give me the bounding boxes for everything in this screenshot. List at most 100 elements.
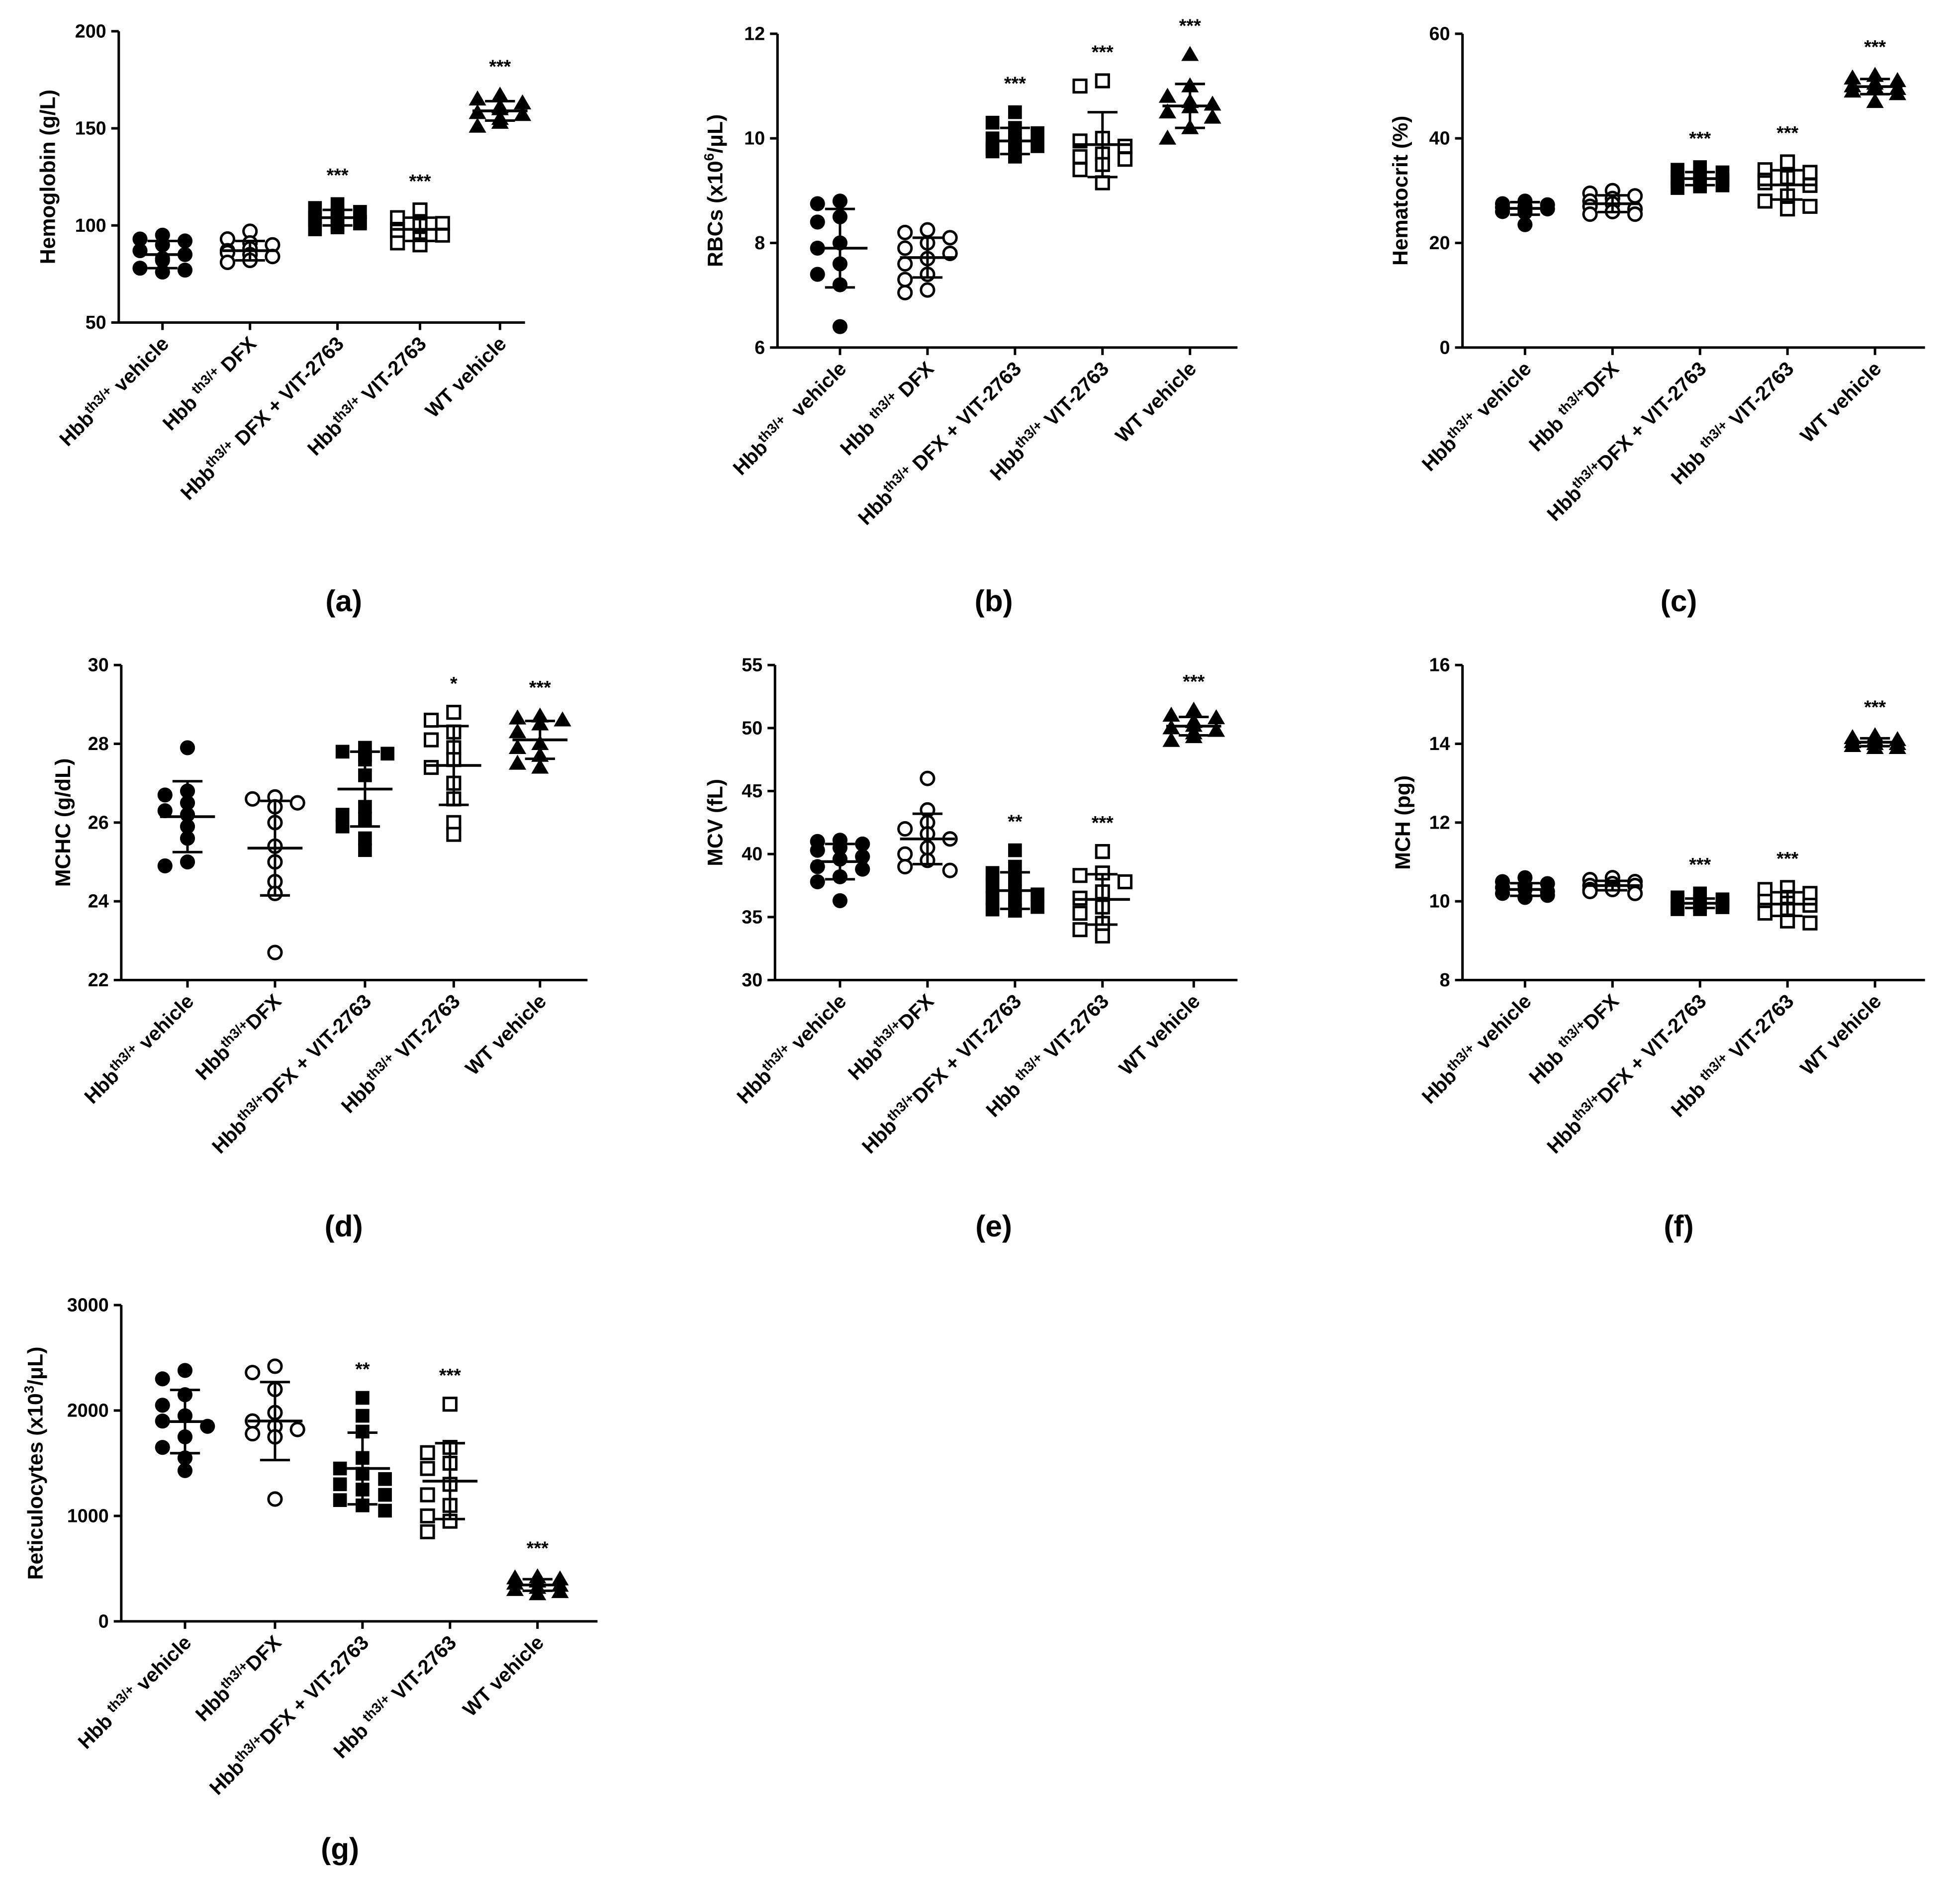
data-point-filled-circle: [155, 1371, 170, 1387]
group-3: ***: [1671, 128, 1730, 195]
data-point-filled-square: [985, 866, 1000, 880]
data-point-filled-triangle: [508, 709, 527, 725]
group-5: ***: [1844, 696, 1906, 754]
data-point-filled-triangle: [551, 1583, 569, 1599]
data-point-open-circle: [920, 282, 935, 298]
y-tick-label: 2000: [67, 1400, 109, 1421]
data-point-open-square: [1802, 915, 1818, 931]
data-point-filled-triangle: [506, 1581, 524, 1596]
group-2: [1582, 183, 1643, 222]
panel-caption: (a): [325, 584, 362, 618]
group-4: ***: [390, 171, 450, 253]
data-point-filled-square: [335, 819, 350, 834]
significance-stars: ***: [529, 677, 551, 698]
significance-stars: ***: [327, 165, 349, 186]
significance-stars: ***: [1004, 73, 1026, 94]
panel-caption: (b): [975, 584, 1013, 618]
group-1: [810, 833, 870, 908]
group-3: **: [333, 1358, 392, 1518]
data-point-open-square: [442, 1397, 458, 1412]
data-point-open-circle: [897, 858, 913, 875]
y-axis-title-superscript: 3: [21, 1386, 37, 1393]
significance-stars: ***: [1689, 854, 1711, 875]
data-point-open-square: [424, 712, 439, 728]
data-point-filled-triangle: [531, 707, 549, 723]
y-tick-label: 10: [744, 128, 765, 149]
data-point-filled-triangle: [1888, 85, 1906, 100]
y-axis-title: MCV (fL): [704, 779, 728, 866]
data-point-filled-circle: [157, 787, 173, 803]
y-tick-label: 55: [742, 655, 762, 675]
group-3: [335, 741, 394, 857]
y-axis-title: Hemoglobin (g/L): [36, 90, 60, 264]
data-point-filled-square: [335, 808, 350, 822]
data-point-filled-circle: [810, 843, 825, 858]
y-axis-title-text: Hematocrit (%): [1389, 116, 1412, 266]
group-3: **: [985, 811, 1044, 918]
group-4: ***: [1072, 41, 1133, 190]
significance-stars: ***: [1689, 128, 1711, 149]
group-1: [1495, 193, 1555, 232]
data-point-open-square: [1780, 201, 1795, 217]
y-axis-title-text: MCHC (g/dL): [51, 758, 75, 887]
y-axis-title-text: /μL): [704, 114, 728, 153]
data-point-filled-triangle: [554, 711, 571, 727]
significance-stars: ***: [489, 56, 511, 77]
group-5: ***: [1162, 671, 1225, 747]
panel-caption: (g): [321, 1831, 359, 1865]
data-point-filled-square: [1030, 900, 1044, 914]
data-point-filled-triangle: [1181, 46, 1199, 61]
y-tick-label: 8: [1440, 969, 1450, 990]
group-5: ***: [468, 56, 532, 133]
data-point-filled-circle: [832, 893, 848, 908]
data-point-filled-triangle: [1158, 88, 1177, 103]
y-axis-title: MCHC (g/dL): [51, 758, 75, 887]
y-tick-label: 45: [742, 780, 762, 801]
group-4: ***: [1757, 848, 1818, 931]
data-point-open-circle: [289, 795, 305, 811]
y-tick-label: 26: [88, 812, 109, 833]
data-point-open-square: [1072, 868, 1088, 883]
y-tick-label: 16: [1429, 655, 1450, 675]
group-2: [245, 789, 305, 960]
data-point-filled-square: [333, 1477, 347, 1492]
data-point-filled-circle: [1517, 890, 1533, 905]
group-3: ***: [985, 73, 1044, 164]
y-tick-label: 14: [1429, 733, 1450, 754]
data-point-filled-circle: [1540, 888, 1555, 903]
y-tick-label: 100: [75, 215, 106, 236]
data-point-open-circle: [920, 222, 935, 238]
y-tick-label: 28: [88, 733, 109, 754]
data-point-open-square: [1072, 149, 1088, 165]
data-point-filled-triangle: [508, 739, 527, 754]
data-point-filled-circle: [155, 1440, 170, 1455]
data-point-open-square: [420, 1445, 435, 1460]
y-tick-label: 30: [88, 655, 109, 675]
data-point-open-circle: [897, 284, 913, 300]
data-point-filled-square: [1671, 181, 1684, 195]
data-point-filled-circle: [1495, 204, 1510, 219]
group-2: [1582, 870, 1643, 901]
group-2: [219, 223, 280, 271]
data-point-filled-square: [378, 1504, 392, 1518]
data-point-filled-square: [1008, 843, 1022, 857]
data-point-filled-circle: [810, 267, 825, 282]
y-tick-label: 1000: [67, 1505, 109, 1526]
data-point-filled-triangle: [1162, 732, 1180, 747]
significance-stars: ***: [1092, 812, 1114, 833]
y-tick-label: 0: [1440, 337, 1450, 358]
data-point-open-circle: [897, 846, 913, 862]
y-tick-label: 40: [742, 844, 762, 864]
group-3: ***: [308, 165, 367, 236]
data-point-filled-triangle: [1888, 739, 1906, 754]
data-point-open-square: [1802, 198, 1818, 214]
group-4: ***: [420, 1365, 478, 1539]
significance-stars: *: [450, 673, 458, 694]
group-2: [897, 222, 958, 300]
significance-stars: **: [355, 1358, 370, 1379]
significance-stars: ***: [1864, 36, 1886, 57]
data-point-open-square: [446, 827, 462, 842]
data-point-open-circle: [1627, 188, 1643, 204]
group-1: [157, 740, 215, 874]
data-point-open-circle: [245, 791, 261, 807]
